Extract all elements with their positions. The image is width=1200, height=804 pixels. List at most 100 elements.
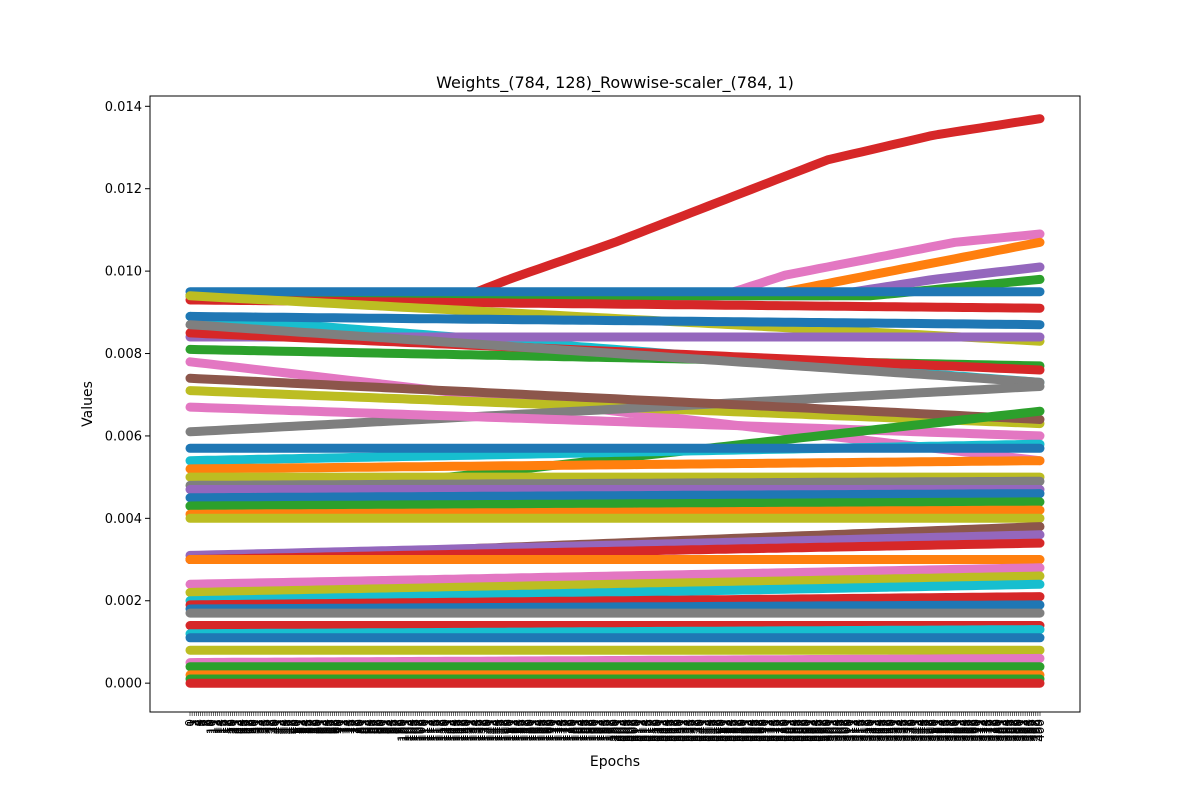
- x-tick-label: 143: [487, 719, 501, 742]
- x-tick-label: 237: [687, 719, 701, 742]
- x-tick-label: 29: [245, 719, 259, 734]
- x-tick-label: 347: [920, 719, 934, 742]
- x-tick-label: 82: [357, 719, 371, 734]
- x-tick-label: 111: [419, 719, 433, 742]
- x-tick-label: 366: [961, 719, 975, 742]
- x-tick-label: 12: [209, 719, 223, 734]
- x-tick-label: 393: [1018, 719, 1032, 742]
- x-tick-label: 155: [512, 719, 526, 742]
- x-tick-label: 232: [676, 719, 690, 742]
- x-tick-label: 254: [723, 719, 737, 742]
- x-tick-label: 80: [353, 719, 367, 734]
- x-tick-label: 385: [1001, 719, 1015, 742]
- x-tick-label: 210: [629, 719, 643, 742]
- x-tick-label: 195: [597, 719, 611, 742]
- x-tick-label: 218: [646, 719, 660, 742]
- x-tick-label: 148: [498, 719, 512, 742]
- x-tick-label: 240: [693, 719, 707, 742]
- x-tick-label: 157: [517, 719, 531, 742]
- y-tick-label: 0.000: [105, 677, 142, 692]
- x-tick-label: 251: [716, 719, 730, 742]
- x-tick-label: 7: [198, 719, 212, 727]
- series-line: [185, 592, 1045, 610]
- x-tick-label: 266: [748, 719, 762, 742]
- x-tick-label: 288: [795, 719, 809, 742]
- x-tick-label: 275: [767, 719, 781, 742]
- x-tick-label: 116: [430, 719, 444, 742]
- x-tick-label: 369: [967, 719, 981, 742]
- x-tick-label: 388: [1008, 719, 1022, 742]
- x-tick-label: 334: [893, 719, 907, 742]
- x-tick-label: 264: [744, 719, 758, 742]
- x-tick-label: 5: [194, 719, 208, 727]
- x-tick-label: 204: [617, 719, 631, 742]
- x-tick-label: 53: [296, 719, 310, 734]
- x-tick-label: 203: [614, 719, 628, 742]
- x-tick-label: 360: [948, 719, 962, 742]
- x-tick-label: 57: [304, 719, 318, 734]
- x-tick-label: 273: [763, 719, 777, 742]
- x-tick-label: 305: [831, 719, 845, 742]
- x-tick-label: 189: [585, 719, 599, 742]
- x-tick-label: 315: [852, 719, 866, 742]
- x-tick-label: 11: [206, 719, 220, 734]
- series-line: [185, 579, 1045, 606]
- x-tick-label: 231: [674, 719, 688, 742]
- x-tick-label: 192: [591, 719, 605, 742]
- x-tick-label: 102: [400, 719, 414, 742]
- x-tick-label: 18: [221, 719, 235, 734]
- x-tick-label: 138: [476, 719, 490, 742]
- x-tick-label: 229: [670, 719, 684, 742]
- x-tick-label: 298: [816, 719, 830, 742]
- x-tick-label: 290: [799, 719, 813, 742]
- x-tick-label: 62: [315, 719, 329, 734]
- x-tick-label: 278: [774, 719, 788, 742]
- x-tick-label: 139: [478, 719, 492, 742]
- x-tick-label: 181: [568, 719, 582, 742]
- x-tick-label: 299: [818, 719, 832, 742]
- x-tick-label: 214: [638, 719, 652, 742]
- x-tick-label: 263: [742, 719, 756, 742]
- x-tick-label: 65: [321, 719, 335, 734]
- x-tick-label: 69: [330, 719, 344, 734]
- x-tick-label: 59: [308, 719, 322, 734]
- x-tick-label: 326: [876, 719, 890, 742]
- x-tick-label: 94: [383, 719, 397, 734]
- x-tick-label: 233: [678, 719, 692, 742]
- x-tick-label: 291: [801, 719, 815, 742]
- x-tick-label: 23: [232, 719, 246, 734]
- x-tick-label: 235: [682, 719, 696, 742]
- x-tick-label: 119: [436, 719, 450, 742]
- x-tick-label: 250: [714, 719, 728, 742]
- x-tick-label: 228: [668, 719, 682, 742]
- x-tick-label: 110: [417, 719, 431, 742]
- x-tick-label: 226: [663, 719, 677, 742]
- x-tick-label: 296: [812, 719, 826, 742]
- x-tick-label: 162: [527, 719, 541, 742]
- x-tick-label: 85: [364, 719, 378, 734]
- x-tick-label: 106: [408, 719, 422, 742]
- x-tick-label: 95: [385, 719, 399, 734]
- x-tick-label: 15: [215, 719, 229, 734]
- x-tick-label: 130: [459, 719, 473, 742]
- x-tick-label: 129: [457, 719, 471, 742]
- x-tick-label: 245: [704, 719, 718, 742]
- x-tick-label: 64: [319, 719, 333, 734]
- x-tick-label: 84: [362, 719, 376, 734]
- x-tick-label: 343: [912, 719, 926, 742]
- x-tick-label: 184: [574, 719, 588, 742]
- x-tick-label: 105: [406, 719, 420, 742]
- series-line: [185, 497, 1045, 511]
- x-tick-label: 391: [1014, 719, 1028, 742]
- x-tick-label: 301: [823, 719, 837, 742]
- x-tick-label: 71: [334, 719, 348, 734]
- x-tick-label: 287: [793, 719, 807, 742]
- series-line: [185, 382, 1045, 437]
- series-line: [185, 489, 1045, 503]
- x-tick-label: 25: [236, 719, 250, 734]
- x-tick-label: 268: [753, 719, 767, 742]
- x-tick-label: 122: [442, 719, 456, 742]
- y-tick-label: 0.006: [105, 429, 142, 444]
- x-tick-label: 270: [757, 719, 771, 742]
- x-tick-label: 63: [317, 719, 331, 734]
